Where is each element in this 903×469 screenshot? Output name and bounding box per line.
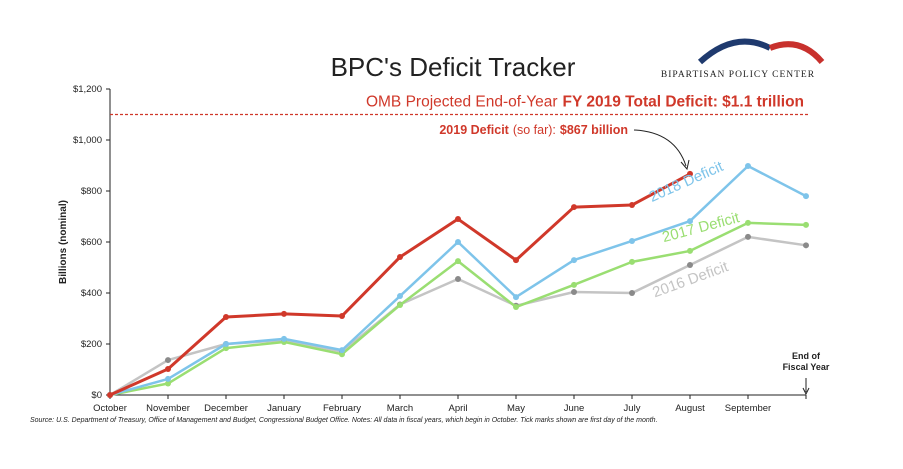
y-axis-label: Billions (nominal) [58, 200, 69, 284]
data-point [513, 294, 519, 301]
y-tick-label: $1,000 [73, 135, 102, 146]
current-arrow [633, 129, 687, 167]
y-tick-label: $1,200 [73, 84, 102, 95]
x-tick-label: February [323, 403, 361, 414]
source: Source: U.S. Department of Treasury, Off… [30, 417, 658, 424]
data-point [687, 170, 693, 177]
current-label-part: 2019 Deficit [439, 123, 509, 137]
reference-label-part: OMB Projected End-of-Year [366, 94, 558, 111]
chart-title: BPC's Deficit Tracker [331, 52, 576, 82]
data-point [165, 357, 171, 364]
data-point [455, 239, 461, 245]
data-point [745, 219, 751, 226]
data-point [397, 293, 403, 300]
data-point [165, 375, 171, 382]
logo-arc [697, 38, 772, 65]
data-point [223, 341, 229, 347]
data-point [745, 163, 751, 170]
data-point [571, 288, 577, 295]
current-label: 2019 Deficit (so far): $867 billion [439, 123, 628, 137]
data-point [629, 258, 635, 265]
data-point [687, 261, 693, 268]
series-label: 2017 Deficit [660, 209, 742, 246]
y-tick-label: $400 [81, 288, 102, 299]
data-point [513, 257, 519, 264]
current-arrowhead [680, 159, 690, 171]
end-arrowhead [802, 387, 810, 396]
data-point [397, 254, 403, 261]
data-point [281, 310, 287, 317]
x-tick-label: May [507, 403, 525, 414]
x-tick-label: March [387, 403, 413, 414]
data-point [281, 335, 287, 342]
logo [697, 38, 825, 65]
x-tick-label: November [146, 403, 190, 414]
data-point [165, 380, 171, 387]
logo-arc [768, 41, 825, 65]
x-tick-label: January [267, 403, 301, 414]
data-point [745, 233, 751, 240]
data-point [571, 257, 577, 264]
current-label-part: $867 billion [560, 123, 628, 137]
data-point [803, 193, 809, 200]
data-point [455, 258, 461, 265]
end-label: Fiscal Year [783, 362, 830, 372]
data-point [629, 290, 635, 296]
data-point [513, 304, 519, 311]
x-tick-label: August [675, 403, 705, 414]
data-point [165, 365, 171, 372]
y-tick-label: $800 [81, 186, 102, 197]
data-point [339, 347, 345, 354]
data-point [629, 202, 635, 209]
brand: BIPARTISAN POLICY CENTER [661, 70, 815, 80]
data-point [629, 237, 635, 244]
x-tick-label: June [564, 403, 585, 414]
data-point [455, 216, 461, 223]
reference-label: OMB Projected End-of-Year FY 2019 Total D… [366, 94, 804, 111]
data-point [571, 204, 577, 211]
end-label: End of [792, 351, 821, 361]
x-tick-label: October [93, 403, 127, 414]
data-point [571, 281, 577, 288]
data-point [455, 275, 461, 282]
data-point [687, 247, 693, 254]
data-point [687, 218, 693, 225]
series-line [109, 221, 807, 397]
reference-label-part: FY 2019 Total Deficit: $1.1 trillion [563, 94, 804, 111]
y-tick-label: $600 [81, 237, 102, 248]
data-point [397, 301, 403, 308]
y-tick-label: $200 [81, 339, 102, 350]
data-point [223, 313, 229, 320]
x-tick-label: September [725, 403, 771, 414]
data-point [339, 312, 345, 319]
x-tick-label: July [624, 403, 641, 414]
data-point [107, 392, 113, 398]
data-point [803, 242, 809, 249]
x-tick-label: December [204, 403, 248, 414]
data-point [803, 221, 809, 228]
x-tick-label: April [448, 403, 467, 414]
y-tick-label: $0 [91, 390, 102, 401]
current-label-part: (so far): [513, 123, 556, 137]
